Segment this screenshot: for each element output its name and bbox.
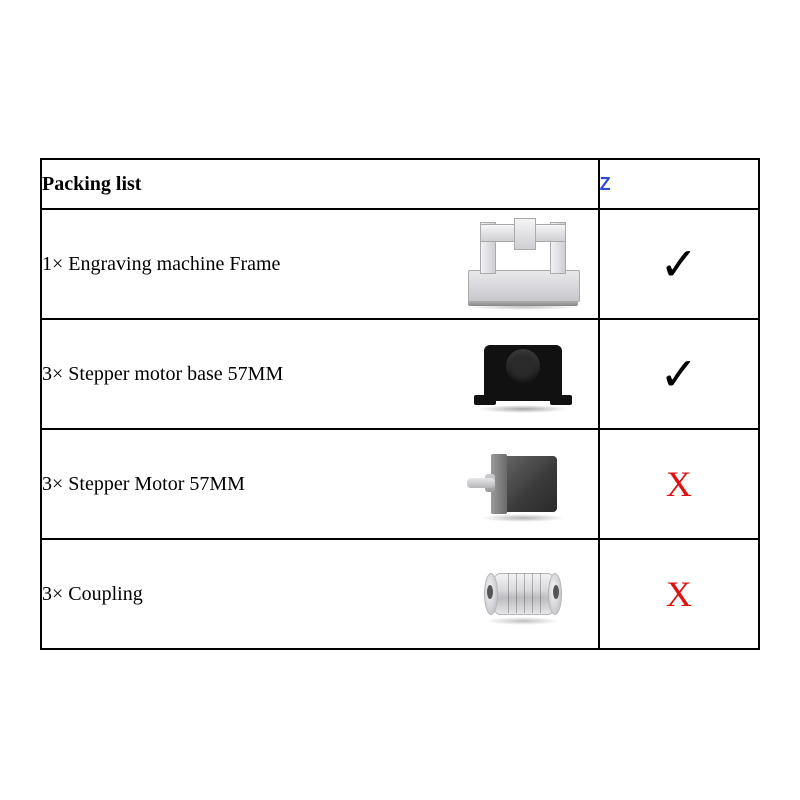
item-label: 3× Stepper Motor 57MM bbox=[42, 473, 448, 496]
item-cell: 3× Stepper Motor 57MM bbox=[41, 429, 599, 539]
frame-icon bbox=[448, 218, 598, 310]
item-label: 3× Coupling bbox=[42, 583, 448, 606]
check-icon: ✓ bbox=[660, 348, 699, 400]
packing-list-table: Packing list Z 1× Engraving machine Fram… bbox=[40, 158, 760, 650]
page: Packing list Z 1× Engraving machine Fram… bbox=[0, 0, 800, 800]
coupling-icon bbox=[448, 559, 598, 629]
included-mark: X bbox=[599, 539, 759, 649]
header-label: Packing list bbox=[41, 159, 599, 209]
motor-icon bbox=[448, 444, 598, 524]
item-cell: 1× Engraving machine Frame bbox=[41, 209, 599, 319]
x-icon: X bbox=[666, 574, 692, 614]
item-label: 3× Stepper motor base 57MM bbox=[42, 363, 448, 386]
header-row: Packing list Z bbox=[41, 159, 759, 209]
table-row: 3× Coupling bbox=[41, 539, 759, 649]
table-row: 3× Stepper Motor 57MM X bbox=[41, 429, 759, 539]
x-icon: X bbox=[666, 464, 692, 504]
item-label: 1× Engraving machine Frame bbox=[42, 253, 448, 276]
included-mark: ✓ bbox=[599, 319, 759, 429]
included-mark: X bbox=[599, 429, 759, 539]
table-row: 3× Stepper motor base 57MM ✓ bbox=[41, 319, 759, 429]
check-icon: ✓ bbox=[660, 238, 699, 290]
table-row: 1× Engraving machine Frame bbox=[41, 209, 759, 319]
item-cell: 3× Coupling bbox=[41, 539, 599, 649]
item-cell: 3× Stepper motor base 57MM bbox=[41, 319, 599, 429]
base-icon bbox=[448, 335, 598, 413]
column-z-label: Z bbox=[599, 159, 759, 209]
included-mark: ✓ bbox=[599, 209, 759, 319]
